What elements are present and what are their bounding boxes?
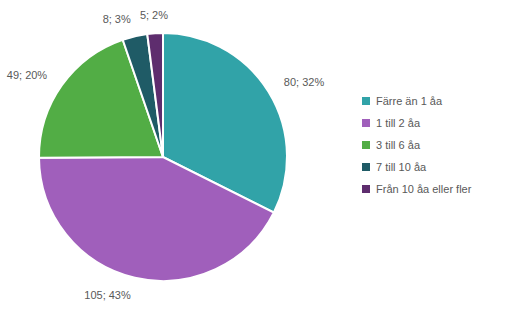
svg-text:8; 3%: 8; 3% (103, 13, 131, 25)
html-text:7 till 10 åa: 7 till 10 åa (376, 161, 427, 173)
html-text:1 till 2 åa: 1 till 2 åa (376, 117, 420, 129)
html-text:Färre än 1 åa: Färre än 1 åa (376, 95, 442, 107)
svg-text:105; 43%: 105; 43% (84, 289, 131, 301)
svg-text:80; 32%: 80; 32% (284, 76, 325, 88)
html-text:3 till 6 åa: 3 till 6 åa (376, 139, 420, 151)
svg-text:5; 2%: 5; 2% (140, 9, 168, 21)
html-text:Från 10 åa eller fler: Från 10 åa eller fler (376, 183, 472, 195)
svg-text:49; 20%: 49; 20% (8, 69, 47, 81)
